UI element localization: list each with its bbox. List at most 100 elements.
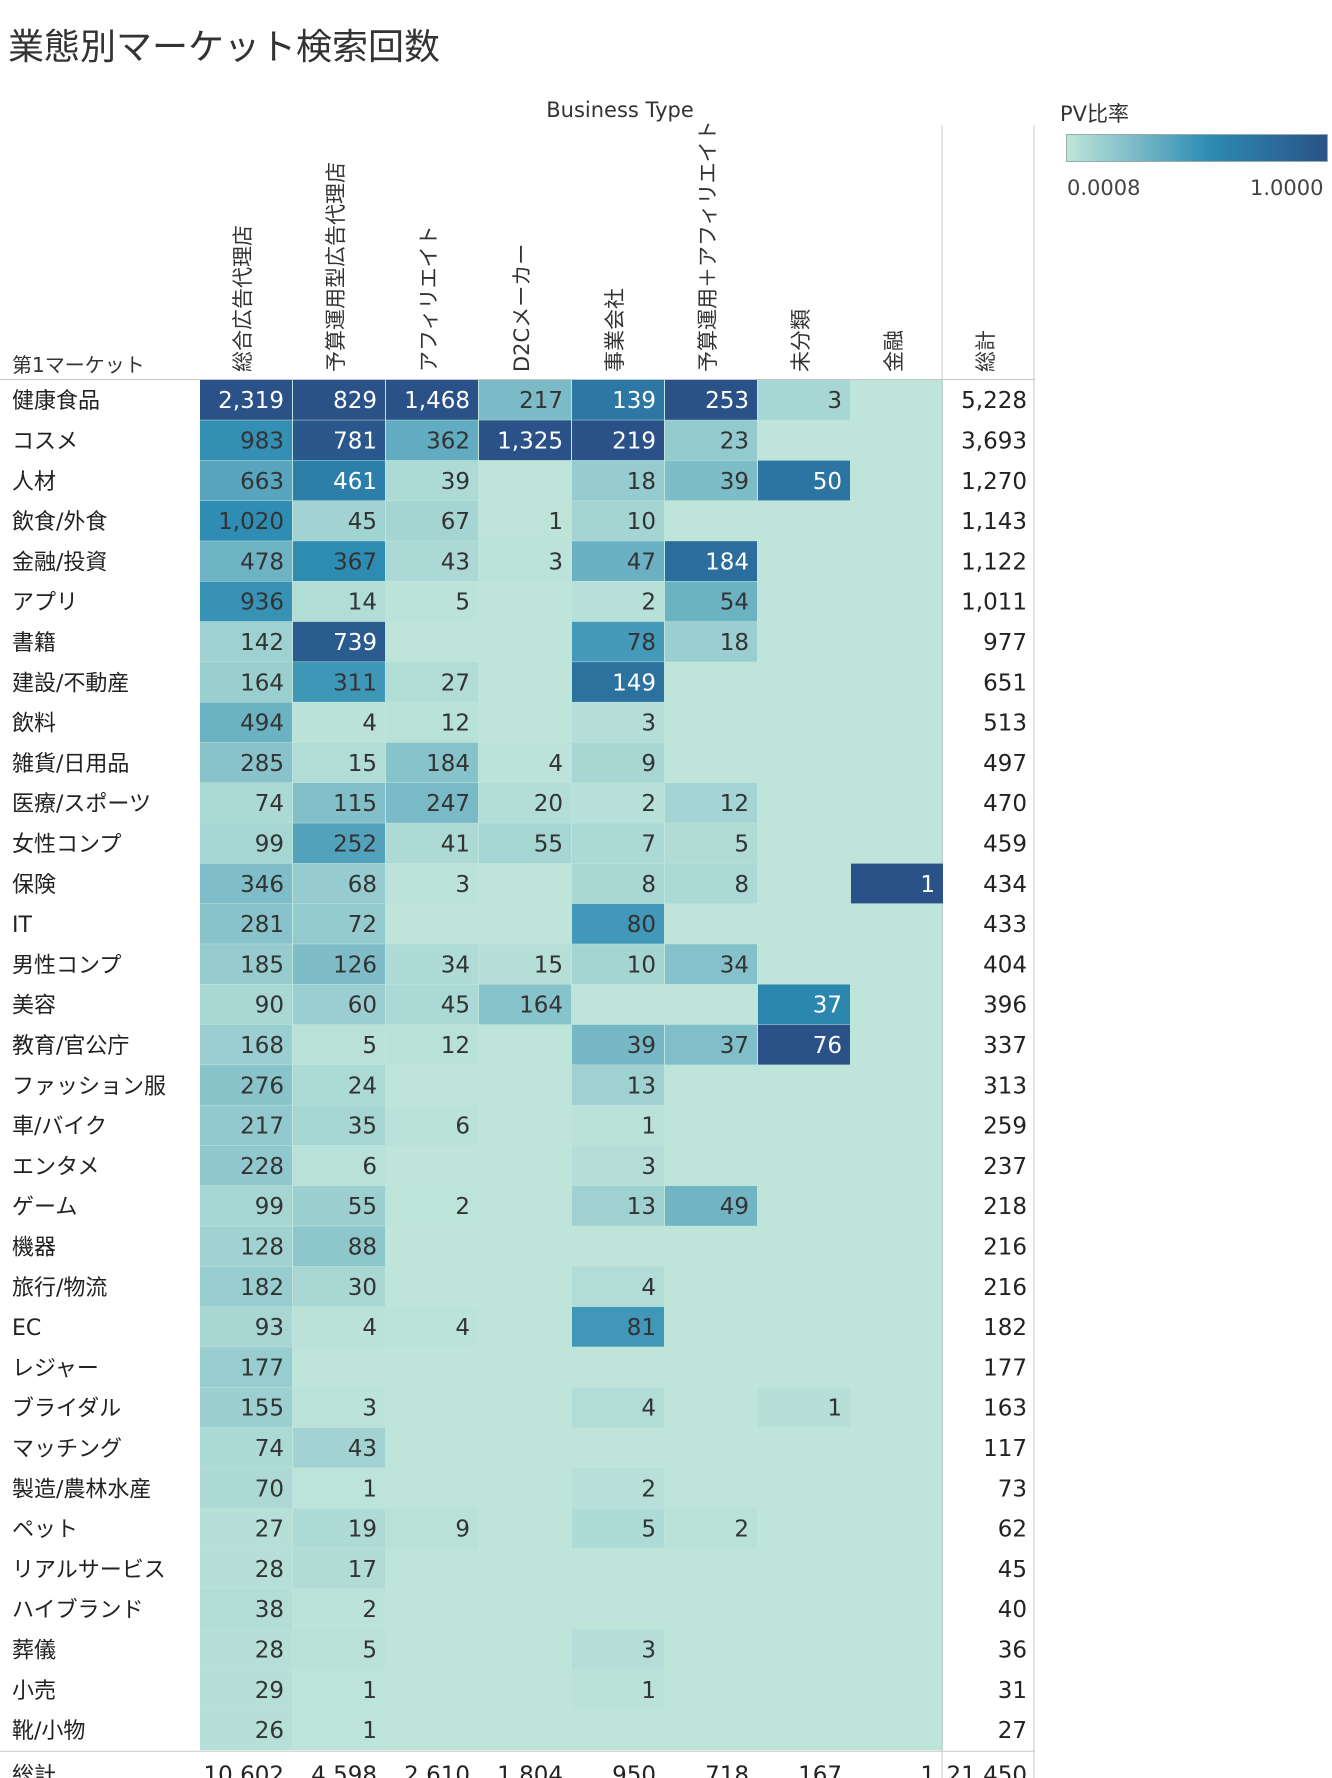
heatmap-cell [200, 984, 292, 1025]
heatmap-cell [200, 944, 292, 984]
row-label: 機器 [12, 1235, 56, 1260]
cell-value: 24 [348, 1073, 377, 1099]
cell-value: 8 [641, 872, 656, 898]
heatmap-cell [572, 581, 664, 622]
heatmap-cell [293, 1669, 385, 1710]
cell-value: 39 [720, 469, 749, 495]
row-total: 337 [983, 1033, 1027, 1059]
heatmap-cell [293, 541, 385, 581]
row-total: 434 [983, 872, 1027, 898]
row-total: 182 [983, 1315, 1027, 1341]
row-label: 車/バイク [12, 1115, 107, 1140]
heatmap-cell [293, 1468, 385, 1508]
column-total: 4,598 [311, 1762, 377, 1778]
column-group-header: Business Type [546, 98, 694, 122]
heatmap-cell [572, 1669, 664, 1710]
cell-value: 74 [255, 791, 284, 817]
cell-value: 90 [255, 993, 284, 1019]
cell-value: 55 [348, 1194, 377, 1220]
heatmap-cell [665, 621, 757, 662]
cell-value: 1 [827, 1396, 842, 1422]
heatmap-cell [758, 1024, 850, 1065]
heatmap-cell [293, 1186, 385, 1226]
heatmap-cell [386, 541, 478, 581]
heatmap-cell [572, 1468, 664, 1508]
heatmap-cell [572, 903, 664, 944]
cell-value: 4 [641, 1396, 656, 1422]
row-total: 470 [983, 791, 1027, 817]
cell-value: 494 [240, 711, 284, 737]
column-total: 950 [612, 1762, 656, 1778]
heatmap-cell [200, 1669, 292, 1710]
cell-value: 185 [240, 952, 284, 978]
heatmap-cell [293, 420, 385, 461]
heatmap-cell [200, 1065, 292, 1105]
row-label: 建設/不動産 [12, 671, 129, 696]
heatmap-cell [200, 1548, 292, 1589]
heatmap-cell [200, 621, 292, 662]
heatmap-cell [572, 662, 664, 702]
cell-value: 3 [641, 1637, 656, 1663]
heatmap-cell [386, 1508, 478, 1549]
row-header: 第1マーケット [12, 353, 145, 377]
cell-value: 4 [455, 1315, 470, 1341]
cell-value: 7 [641, 831, 656, 857]
heatmap-cell [386, 783, 478, 823]
row-label: 小売 [12, 1679, 56, 1704]
heatmap-cell [479, 823, 571, 864]
heatmap-cell [572, 460, 664, 501]
cell-value: 37 [720, 1033, 749, 1059]
heatmap-cell [293, 581, 385, 622]
heatmap-cell [293, 1629, 385, 1670]
cell-value: 177 [240, 1355, 284, 1381]
heatmap-cell [200, 1306, 292, 1347]
heatmap-cell [386, 1024, 478, 1065]
cell-value: 80 [627, 912, 656, 938]
cell-value: 276 [240, 1073, 284, 1099]
heatmap-cell [293, 1145, 385, 1186]
row-label: 書籍 [12, 631, 56, 656]
heatmap-cell [572, 1387, 664, 1428]
cell-value: 34 [720, 952, 749, 978]
heatmap-cell [851, 863, 943, 904]
cell-value: 1 [641, 1114, 656, 1140]
cell-value: 252 [333, 831, 377, 857]
heatmap-cell [386, 1186, 478, 1226]
cell-value: 29 [255, 1678, 284, 1704]
cell-value: 14 [348, 590, 377, 616]
row-total: 216 [983, 1234, 1027, 1260]
cell-value: 1 [362, 1476, 377, 1502]
cell-value: 217 [519, 388, 563, 414]
heatmap-cell [572, 1306, 664, 1347]
heatmap-cell [386, 984, 478, 1025]
heatmap-cell [293, 944, 385, 984]
cell-value: 37 [813, 993, 842, 1019]
row-label: ファッション服 [12, 1074, 166, 1099]
row-total: 1,122 [961, 549, 1027, 575]
cell-value: 1,325 [497, 428, 563, 454]
cell-value: 9 [455, 1517, 470, 1543]
cell-value: 13 [627, 1073, 656, 1099]
cell-value: 50 [813, 469, 842, 495]
heatmap-cell [665, 541, 757, 581]
cell-value: 3 [641, 1154, 656, 1180]
row-total: 3,693 [961, 428, 1027, 454]
heatmap-cell [479, 984, 571, 1025]
heatmap-cell [200, 1468, 292, 1508]
column-total: 718 [705, 1762, 749, 1778]
cell-value: 781 [333, 428, 377, 454]
row-label: コスメ [12, 429, 78, 454]
row-label: ゲーム [12, 1195, 77, 1220]
heatmap-cell [386, 500, 478, 541]
cell-value: 1,020 [218, 509, 284, 535]
row-label: 飲料 [12, 712, 56, 737]
cell-value: 164 [519, 993, 563, 1019]
cell-value: 13 [627, 1194, 656, 1220]
heatmap-cell [665, 380, 757, 420]
heatmap-cell [200, 903, 292, 944]
cell-value: 142 [240, 630, 284, 656]
cell-value: 55 [534, 831, 563, 857]
row-total: 404 [983, 952, 1027, 978]
cell-value: 81 [627, 1315, 656, 1341]
cell-value: 1 [362, 1678, 377, 1704]
